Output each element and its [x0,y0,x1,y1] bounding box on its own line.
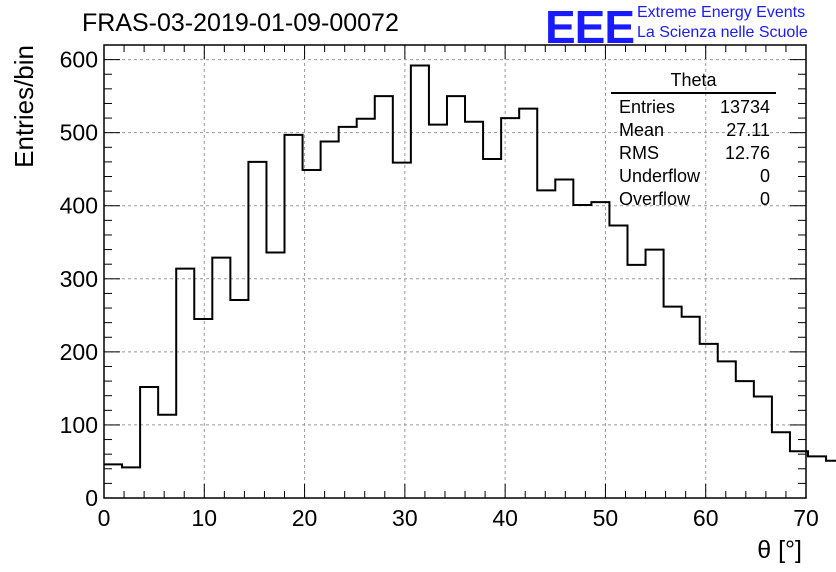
histogram-bin [700,344,718,498]
histogram-bin [790,451,808,498]
stats-value: 27.11 [726,120,770,140]
histogram-bin [158,415,176,498]
x-tick-label: 30 [392,505,418,531]
histogram-bin [357,119,375,498]
x-tick-label: 50 [593,505,619,531]
y-tick-label: 400 [60,193,98,219]
x-tick-label: 10 [191,505,217,531]
x-tick-label: 0 [98,505,111,531]
histogram-bin [303,170,321,498]
histogram-bin [646,250,664,498]
x-tick-label: 20 [292,505,318,531]
plot-frame [103,44,807,499]
histogram-bin [573,205,591,498]
x-tick-label: 70 [793,505,819,531]
histogram-bin [393,163,411,498]
histogram-bin [429,125,447,498]
histogram-bin [483,159,501,498]
stats-label: Mean [619,120,665,140]
stats-row-overflow: Overflow 0 [611,188,776,211]
stats-row-rms: RMS 12.76 [611,142,776,165]
histogram-bin [754,396,772,498]
histogram-bin [826,461,836,498]
histogram-bin [321,141,339,498]
y-tick-label: 0 [85,485,98,511]
stats-row-underflow: Underflow 0 [611,165,776,188]
histogram-bin [718,361,736,498]
stats-label: Overflow [619,189,691,209]
y-tick-label: 100 [60,412,98,438]
histogram-bin [375,96,393,498]
stats-row-entries: Entries 13734 [611,96,776,119]
histogram-bin [465,122,483,498]
histogram-bin [609,225,627,498]
stats-value: 0 [759,166,770,186]
x-tick-label: 60 [693,505,719,531]
histogram-bin [808,456,826,498]
stats-title: Theta [611,70,776,94]
histogram-bin [339,127,357,498]
grid-lines [104,45,806,498]
logo-line-2: La Scienza nelle Scuole [637,24,808,41]
stats-label: Underflow [619,166,701,186]
y-tick-label: 500 [60,120,98,146]
stats-box: Theta Entries 13734 Mean 27.11 RMS 12.76… [611,70,776,211]
stats-row-mean: Mean 27.11 [611,119,776,142]
stats-label: Entries [619,97,676,117]
logo-line-1: Extreme Energy Events [637,4,806,21]
histogram-bin [194,319,212,498]
histogram-bin [736,381,754,498]
axes [103,44,807,499]
histogram-bin [447,96,465,498]
histogram-bin [501,118,519,498]
y-tick-label: 200 [60,339,98,365]
histogram-bin [772,432,790,498]
histogram-series [104,64,836,498]
histogram-bin [591,202,609,498]
histogram-bin [664,307,682,498]
histogram-bin [682,317,700,498]
y-tick-label: 300 [60,266,98,292]
histogram-bin [285,135,303,498]
histogram-bin [555,179,573,498]
stats-value: 0 [759,189,770,209]
x-tick-label: 40 [492,505,518,531]
histogram-bin [212,258,230,498]
histogram-bin [411,65,429,498]
histogram-bin [537,190,555,498]
histogram-outline [104,64,836,469]
stats-label: RMS [619,143,659,163]
eee-logo: EEE [545,1,635,53]
y-axis-title: Entries/bin [9,45,39,168]
histogram-bin [248,162,266,498]
histogram-bin [266,253,284,498]
histogram-bin [519,109,537,498]
y-tick-label: 600 [60,47,98,73]
stats-value: 12.76 [724,143,770,163]
histogram-bin [122,467,140,498]
histogram-bin [140,387,158,498]
x-axis-title: θ [°] [757,536,802,564]
stats-value: 13734 [719,97,770,117]
histogram-bin [627,265,645,498]
histogram-bin [176,269,194,498]
chart-title: FRAS-03-2019-01-09-00072 [82,9,399,37]
histogram-bin [230,300,248,498]
histogram-bin [104,464,122,498]
tick-labels: 0 10 20 30 40 50 60 70 0 100 200 300 400 500 600 θ [°] E… [9,45,819,564]
